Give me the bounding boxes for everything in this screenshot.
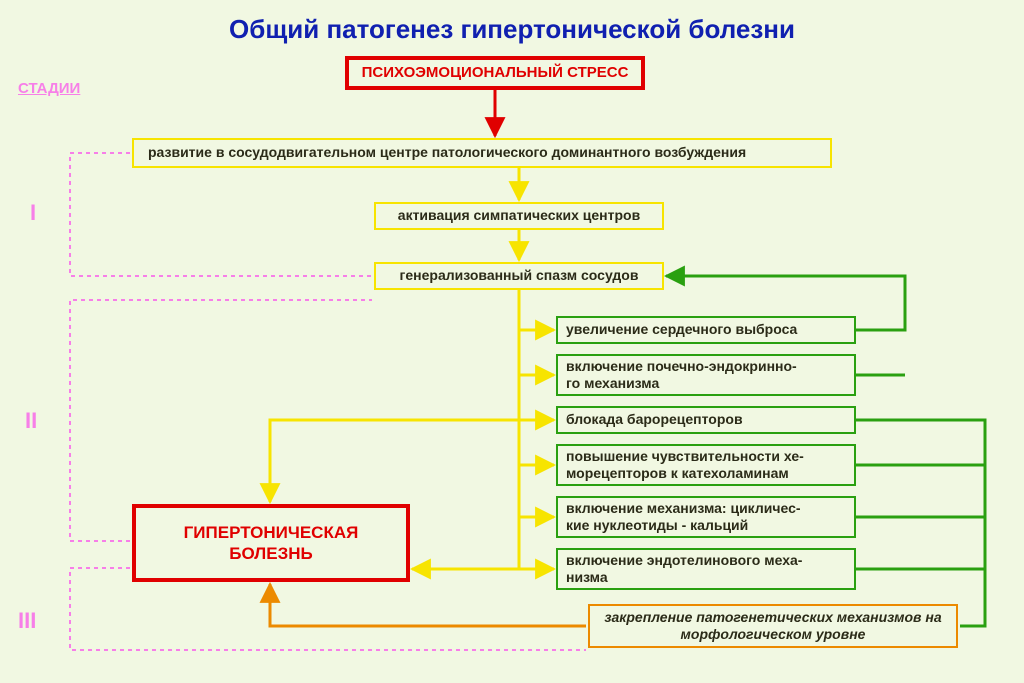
box-cardiac-output-text: увеличение сердечного выброса: [566, 321, 797, 339]
stage-III: III: [18, 608, 36, 634]
box-stress: ПСИХОЭМОЦИОНАЛЬНЫЙ СТРЕСС: [345, 56, 645, 90]
box-disease-text: ГИПЕРТОНИЧЕСКАЯ БОЛЕЗНЬ: [144, 522, 398, 565]
box-fixation: закрепление патогенетических механизмов …: [588, 604, 958, 648]
box-baroreceptor: блокада барорецепторов: [556, 406, 856, 434]
box-dominant-text: развитие в сосудодвигательном центре пат…: [148, 144, 746, 162]
box-cardiac-output: увеличение сердечного выброса: [556, 316, 856, 344]
box-chemoreceptor-text: повышение чувствительности хе- морецепто…: [566, 448, 804, 483]
box-endothelin-text: включение эндотелинового меха- низма: [566, 552, 802, 587]
box-cyclic: включение механизма: цикличес- кие нукле…: [556, 496, 856, 538]
stage-I: I: [30, 200, 36, 226]
box-stress-text: ПСИХОЭМОЦИОНАЛЬНЫЙ СТРЕСС: [362, 64, 629, 83]
box-chemoreceptor: повышение чувствительности хе- морецепто…: [556, 444, 856, 486]
box-fixation-text: закрепление патогенетических механизмов …: [598, 609, 948, 644]
box-spasm-text: генерализованный спазм сосудов: [400, 267, 639, 285]
box-cyclic-text: включение механизма: цикличес- кие нукле…: [566, 500, 801, 535]
box-renal-endo: включение почечно-эндокринно- го механиз…: [556, 354, 856, 396]
box-baroreceptor-text: блокада барорецепторов: [566, 411, 743, 429]
box-dominant: развитие в сосудодвигательном центре пат…: [132, 138, 832, 168]
box-spasm: генерализованный спазм сосудов: [374, 262, 664, 290]
box-activation: активация симпатических центров: [374, 202, 664, 230]
stages-heading: СТАДИИ: [18, 80, 80, 97]
box-activation-text: активация симпатических центров: [398, 207, 640, 225]
stage-II: II: [25, 408, 37, 434]
box-renal-endo-text: включение почечно-эндокринно- го механиз…: [566, 358, 797, 393]
box-endothelin: включение эндотелинового меха- низма: [556, 548, 856, 590]
box-disease: ГИПЕРТОНИЧЕСКАЯ БОЛЕЗНЬ: [132, 504, 410, 582]
diagram-title: Общий патогенез гипертонической болезни: [172, 14, 852, 45]
